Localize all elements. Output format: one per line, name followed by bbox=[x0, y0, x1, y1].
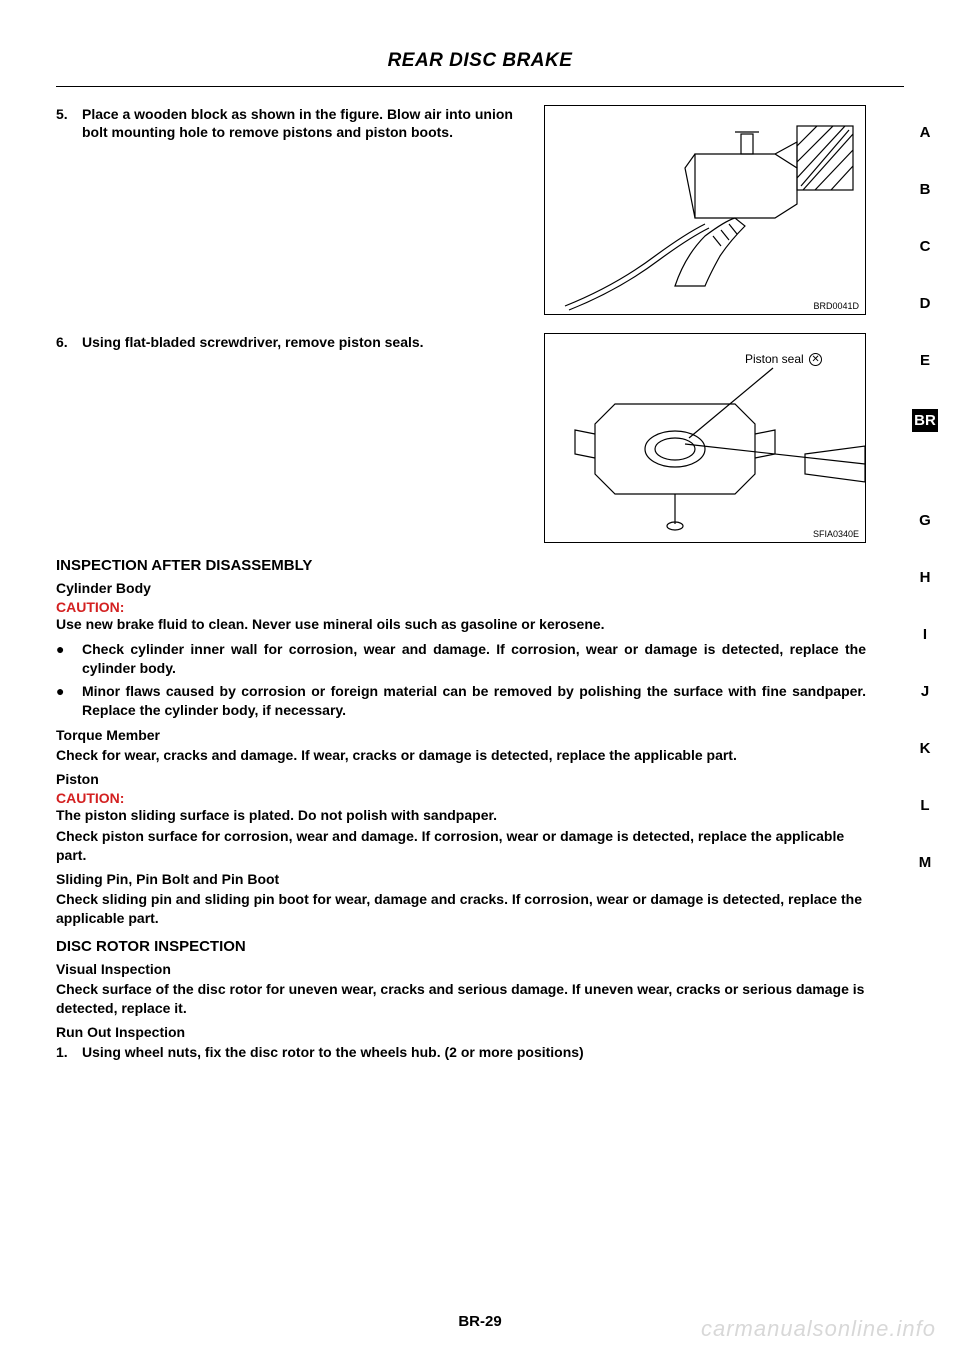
no-reuse-icon: ✕ bbox=[809, 353, 822, 366]
figure-2-label-text: Piston seal bbox=[745, 352, 804, 366]
runout-heading: Run Out Inspection bbox=[56, 1024, 866, 1040]
disc-rotor-heading: DISC ROTOR INSPECTION bbox=[56, 938, 866, 955]
caution-label-1: CAUTION: bbox=[56, 599, 866, 615]
step5-block: BRD0041D 5. Place a wooden block as show… bbox=[56, 105, 866, 321]
nav-k: K bbox=[910, 740, 940, 757]
figure-2-label: Piston seal ✕ bbox=[745, 352, 822, 366]
torque-member-heading: Torque Member bbox=[56, 727, 866, 743]
bullet-icon: ● bbox=[56, 640, 82, 678]
torque-member-text: Check for wear, cracks and damage. If we… bbox=[56, 746, 866, 765]
visual-inspection-heading: Visual Inspection bbox=[56, 961, 866, 977]
sliding-pin-heading: Sliding Pin, Pin Bolt and Pin Boot bbox=[56, 871, 866, 887]
step5-text: Place a wooden block as shown in the fig… bbox=[82, 105, 534, 141]
section-nav: A B C D E BR G H I J K L M bbox=[910, 124, 940, 911]
step6-block: Piston seal ✕ SFIA0340E 6. Using flat-bl… bbox=[56, 333, 866, 549]
step5-number: 5. bbox=[56, 105, 82, 123]
cylinder-caution-text: Use new brake fluid to clean. Never use … bbox=[56, 615, 866, 634]
step6-text: Using flat-bladed screwdriver, remove pi… bbox=[82, 333, 534, 351]
cylinder-bullets: ● Check cylinder inner wall for corrosio… bbox=[56, 640, 866, 720]
caution-label-2: CAUTION: bbox=[56, 790, 866, 806]
watermark: carmanualsonline.info bbox=[701, 1316, 936, 1342]
cylinder-bullet-1: Check cylinder inner wall for corrosion,… bbox=[82, 640, 866, 678]
nav-h: H bbox=[910, 569, 940, 586]
nav-br-active: BR bbox=[912, 409, 938, 432]
piston-caution-1: The piston sliding surface is plated. Do… bbox=[56, 806, 866, 825]
nav-j: J bbox=[910, 683, 940, 700]
piston-heading: Piston bbox=[56, 771, 866, 787]
nav-m: M bbox=[910, 854, 940, 871]
nav-g: G bbox=[910, 512, 940, 529]
nav-b: B bbox=[910, 181, 940, 198]
visual-inspection-text: Check surface of the disc rotor for unev… bbox=[56, 980, 866, 1018]
sliding-pin-text: Check sliding pin and sliding pin boot f… bbox=[56, 890, 866, 928]
inspection-heading: INSPECTION AFTER DISASSEMBLY bbox=[56, 557, 866, 574]
page-title: REAR DISC BRAKE bbox=[56, 50, 904, 72]
figure-1: BRD0041D bbox=[544, 105, 866, 315]
nav-c: C bbox=[910, 238, 940, 255]
figure-1-code: BRD0041D bbox=[813, 301, 859, 311]
runout-step-text: Using wheel nuts, fix the disc rotor to … bbox=[82, 1043, 866, 1061]
step6-number: 6. bbox=[56, 333, 82, 351]
figure-2: Piston seal ✕ SFIA0340E bbox=[544, 333, 866, 543]
nav-a: A bbox=[910, 124, 940, 141]
piston-caution-2: Check piston surface for corrosion, wear… bbox=[56, 827, 866, 865]
runout-step-number: 1. bbox=[56, 1043, 82, 1061]
title-divider bbox=[56, 86, 904, 87]
nav-l: L bbox=[910, 797, 940, 814]
nav-e: E bbox=[910, 352, 940, 369]
nav-i: I bbox=[910, 626, 940, 643]
cylinder-body-heading: Cylinder Body bbox=[56, 580, 866, 596]
figure-2-code: SFIA0340E bbox=[813, 529, 859, 539]
nav-d: D bbox=[910, 295, 940, 312]
cylinder-bullet-2: Minor flaws caused by corrosion or forei… bbox=[82, 682, 866, 720]
bullet-icon: ● bbox=[56, 682, 82, 720]
